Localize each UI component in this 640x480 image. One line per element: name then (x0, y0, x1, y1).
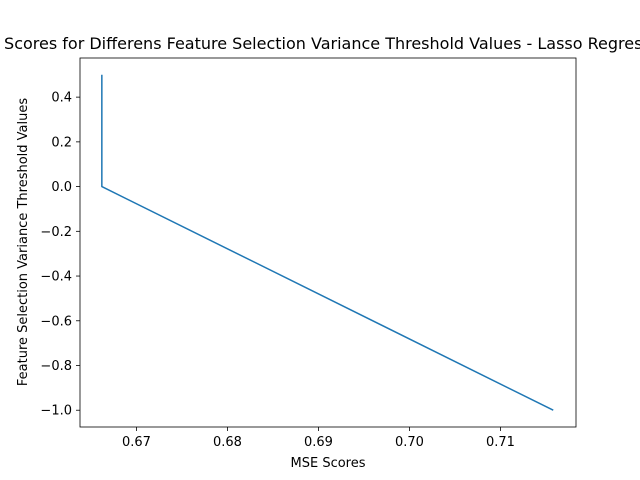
x-axis-ticks: 0.67 0.68 0.69 0.70 0.71 (122, 427, 515, 450)
y-tick-label: 0.0 (51, 180, 72, 195)
x-tick-label: 0.68 (213, 435, 242, 450)
x-tick-label: 0.70 (395, 435, 424, 450)
y-axis-ticks: 0.4 0.2 0.0 −0.2 −0.4 −0.6 −0.8 −1.0 (40, 91, 80, 419)
axes-frame (79, 57, 577, 428)
y-tick-label: 0.2 (51, 135, 72, 150)
y-axis-label: Feature Selection Variance Threshold Val… (16, 98, 31, 386)
y-tick-label: −0.4 (40, 270, 72, 285)
y-tick-label: −0.8 (40, 359, 72, 374)
y-tick-label: −1.0 (40, 404, 72, 419)
y-tick-label: −0.6 (40, 314, 72, 329)
y-tick-label: 0.4 (51, 91, 72, 106)
x-axis-label: MSE Scores (291, 456, 366, 471)
x-tick-label: 0.67 (122, 435, 151, 450)
chart-title: MSE Scores for Differens Feature Selecti… (0, 34, 640, 53)
y-tick-label: −0.2 (40, 225, 72, 240)
x-tick-label: 0.69 (304, 435, 333, 450)
series-line-0 (101, 74, 554, 411)
plot-area (80, 58, 576, 427)
plot-background (80, 58, 576, 427)
x-tick-label: 0.71 (486, 435, 515, 450)
series-layer (101, 74, 554, 411)
